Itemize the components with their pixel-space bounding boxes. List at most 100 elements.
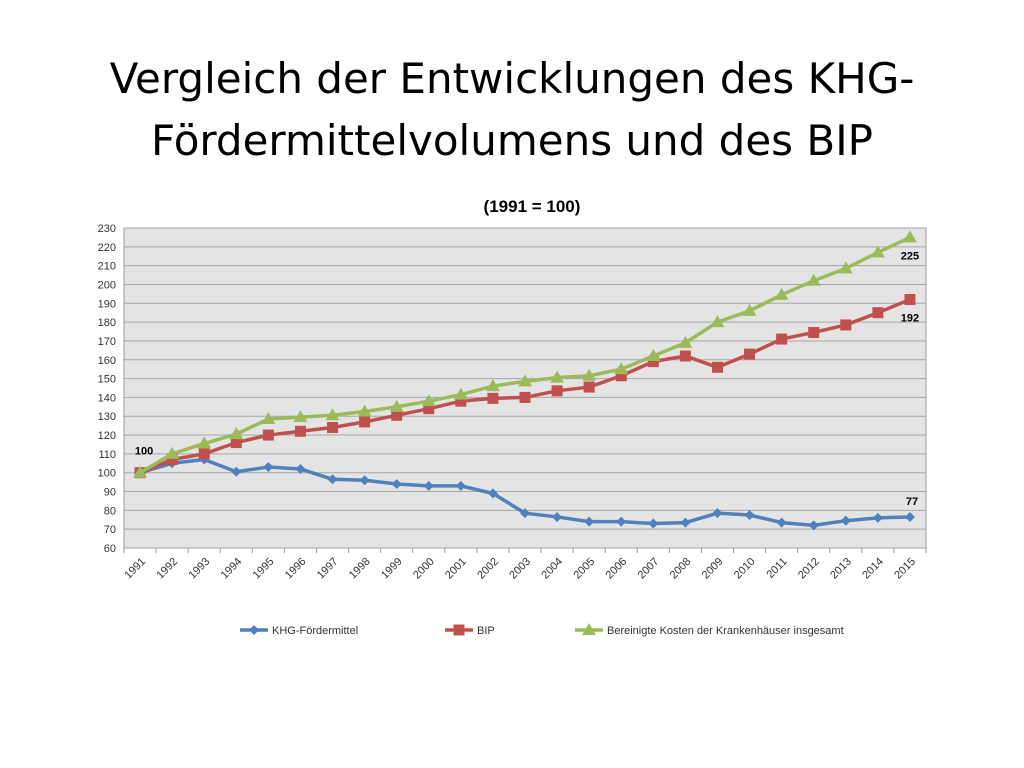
data-point <box>744 348 756 360</box>
x-tick-label: 2003 <box>507 556 533 582</box>
data-point <box>616 516 627 527</box>
data-point <box>391 409 403 421</box>
plot-area <box>123 227 927 549</box>
data-point <box>902 230 917 243</box>
data-point <box>357 404 372 417</box>
y-tick-label: 230 <box>98 223 116 235</box>
data-point <box>774 287 789 300</box>
x-tick-label: 2008 <box>668 556 694 582</box>
data-point <box>776 333 788 345</box>
data-point <box>808 326 820 338</box>
data-point <box>455 395 467 407</box>
data-point <box>231 466 242 477</box>
data-point <box>133 465 148 478</box>
y-tick-label: 190 <box>98 298 116 310</box>
series-1 <box>135 454 915 531</box>
x-tick-label: 2002 <box>475 556 501 582</box>
data-point <box>520 508 530 519</box>
data-point <box>261 412 276 425</box>
x-tick-label: 1993 <box>187 556 213 582</box>
legend-marker <box>582 623 596 635</box>
line-chart: (1991 = 100) 60 70 80 90 100 110 120 130 140 150 1… <box>98 197 927 637</box>
x-tick-label: 2009 <box>700 556 726 582</box>
data-point <box>550 370 565 383</box>
data-point <box>840 319 852 331</box>
data-point <box>872 307 884 319</box>
data-point <box>389 399 404 412</box>
data-point <box>263 462 274 473</box>
x-tick-label: 2007 <box>636 556 662 582</box>
y-tick-label: 200 <box>98 279 116 291</box>
data-point <box>583 381 595 393</box>
y-tick-label: 90 <box>104 487 116 499</box>
y-tick-label: 140 <box>98 392 116 404</box>
x-tick-label: 1997 <box>315 556 341 582</box>
slide-title-line-2: Fördermittelvolumens und des BIP <box>151 116 873 165</box>
data-point <box>744 510 755 521</box>
series-3 <box>133 230 917 478</box>
data-point <box>421 394 436 407</box>
data-point <box>198 448 210 460</box>
y-tick-label: 150 <box>98 374 116 386</box>
data-point <box>840 515 851 526</box>
slide-title: Vergleich der Entwicklungen des KHG- För… <box>40 48 984 172</box>
data-point <box>806 273 821 286</box>
legend-entry-2: BIP <box>445 624 495 637</box>
data-point <box>453 387 468 400</box>
data-label: 100 <box>135 446 153 458</box>
y-tick-label: 180 <box>98 317 116 329</box>
y-tick-label: 170 <box>98 336 116 348</box>
y-tick-label: 70 <box>104 524 116 536</box>
data-label: 192 <box>901 313 919 325</box>
data-point <box>870 245 885 258</box>
data-point <box>327 422 339 434</box>
legend-label: Bereinigte Kosten der Krankenhäuser insg… <box>607 625 844 637</box>
data-point <box>359 416 371 428</box>
data-point <box>359 475 370 486</box>
x-tick-label: 2013 <box>828 556 854 582</box>
data-point <box>518 374 532 387</box>
data-point <box>648 518 659 529</box>
data-point <box>551 385 563 397</box>
x-tick-label: 2000 <box>411 556 437 582</box>
x-tick-label: 1992 <box>154 556 180 582</box>
x-tick-label: 2006 <box>604 556 630 582</box>
y-tick-label: 100 <box>98 468 116 480</box>
data-point <box>166 454 178 466</box>
y-tick-label: 60 <box>104 543 116 555</box>
data-point <box>679 350 691 362</box>
x-tick-label: 2011 <box>765 556 790 581</box>
x-tick-label: 2001 <box>443 556 469 582</box>
data-point <box>293 410 308 423</box>
data-point <box>615 370 627 382</box>
data-point <box>294 425 306 437</box>
x-tick-label: 2012 <box>796 556 822 582</box>
data-point <box>391 479 402 489</box>
data-point <box>742 303 757 316</box>
x-tick-label: 2010 <box>732 556 758 582</box>
data-point <box>197 436 212 449</box>
data-point <box>262 429 274 441</box>
data-point <box>680 517 691 528</box>
data-point <box>295 463 306 474</box>
data-point <box>230 437 242 449</box>
slide-title-line-1: Vergleich der Entwicklungen des KHG- <box>109 54 915 103</box>
data-point <box>614 362 629 375</box>
data-point <box>325 408 340 421</box>
data-point <box>872 512 883 523</box>
data-point <box>423 403 435 415</box>
x-tick-label: 1999 <box>379 556 405 582</box>
data-point <box>678 335 693 348</box>
x-tick-label: 1996 <box>283 556 309 582</box>
data-point <box>582 368 597 381</box>
y-tick-label: 120 <box>98 430 116 442</box>
data-point <box>229 427 244 440</box>
data-point <box>904 511 915 522</box>
data-point <box>487 392 499 404</box>
data-point <box>711 361 723 373</box>
data-label: 225 <box>901 250 919 262</box>
data-point <box>552 511 563 522</box>
legend-marker <box>249 625 259 635</box>
x-tick-label: 2004 <box>539 556 565 582</box>
data-point <box>485 379 500 392</box>
